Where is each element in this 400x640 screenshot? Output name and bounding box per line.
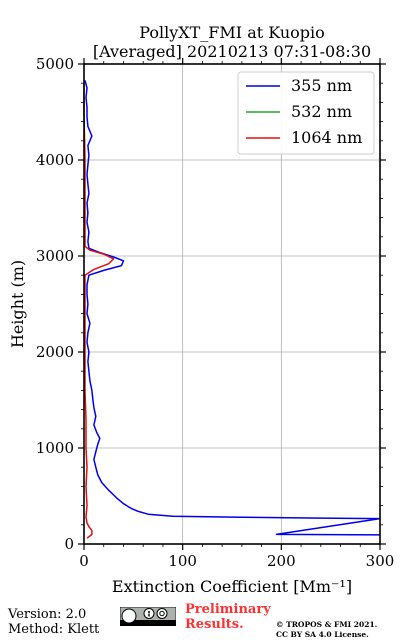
x-tick-label: 0 bbox=[79, 552, 89, 570]
y-tick-label: 3000 bbox=[36, 247, 74, 265]
y-tick-label: 5000 bbox=[36, 55, 74, 73]
plot-frame bbox=[83, 63, 381, 545]
copyright-notice: © TROPOS & FMI 2021. CC BY SA 4.0 Licens… bbox=[276, 620, 377, 640]
method-label: Method: Klett bbox=[8, 622, 100, 637]
x-tick-label: 300 bbox=[366, 552, 395, 570]
x-axis-label: Extinction Coefficient [Mm⁻¹] bbox=[112, 577, 352, 596]
series-layer bbox=[83, 80, 381, 539]
preliminary-line-1: Preliminary bbox=[185, 602, 271, 617]
legend-box bbox=[237, 71, 375, 155]
copyright-line-1: © TROPOS & FMI 2021. bbox=[276, 620, 378, 629]
chart-subtitle: [Averaged] 20210213 07:31-08:30 bbox=[93, 42, 371, 61]
y-axis-label: Height (m) bbox=[8, 260, 27, 348]
preliminary-notice: Preliminary Results. bbox=[185, 602, 271, 632]
legend-label: 532 nm bbox=[291, 102, 352, 121]
version-label: Version: 2.0 bbox=[8, 607, 87, 622]
series-line-2 bbox=[83, 83, 115, 539]
y-tick-label: 2000 bbox=[36, 343, 74, 361]
copyright-line-2: CC BY SA 4.0 License. bbox=[276, 630, 369, 639]
x-tick-label: 100 bbox=[168, 552, 197, 570]
x-tick-label: 200 bbox=[267, 552, 296, 570]
chart-title: PollyXT_FMI at Kuopio bbox=[139, 23, 325, 42]
legend: 355 nm 532 nm 1064 nm bbox=[237, 71, 375, 155]
legend-label: 355 nm bbox=[291, 76, 352, 95]
legend-label: 1064 nm bbox=[291, 128, 362, 147]
preliminary-line-2: Results. bbox=[185, 617, 244, 632]
y-tick-label: 1000 bbox=[36, 439, 74, 457]
y-tick-label: 0 bbox=[64, 535, 74, 553]
series-line-0 bbox=[84, 80, 381, 536]
extinction-chart: PollyXT_FMI at Kuopio [Averaged] 2021021… bbox=[8, 23, 395, 596]
cc-license-badge bbox=[120, 607, 176, 626]
y-tick-label: 4000 bbox=[36, 151, 74, 169]
